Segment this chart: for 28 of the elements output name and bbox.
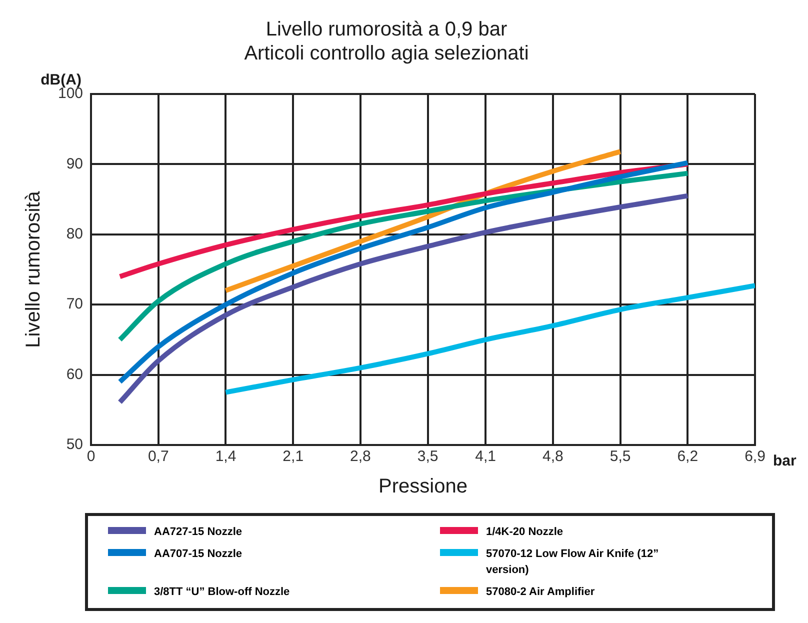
x-tick-label: 0,7 [148,448,169,466]
legend-label: 1/4K-20 Nozzle [486,525,564,540]
y-tick-label: 90 [66,155,84,172]
x-tick-label: 0 [86,448,96,466]
text: bar [773,452,797,470]
legend-label: AA707-15 Nozzle [154,547,242,562]
x-tick-label: 2,8 [350,448,371,466]
x-tick-label: 5,5 [610,448,631,466]
x-tick-label: 6,2 [677,448,698,466]
legend-label: 3/8TT “U” Blow-off Nozzle [154,585,290,600]
x-tick-label: 2,1 [282,448,304,466]
chart-subtitle: Articoli controllo agia selezionati [244,42,529,65]
x-tick-label: 1,4 [215,448,236,466]
y-tick-label: 50 [66,436,84,454]
legend-label: AA727-15 Nozzle [154,525,242,540]
x-tick-label: 4,1 [475,448,496,466]
y-tick-label: 80 [66,226,84,243]
text: dB(A) [40,72,82,89]
x-axis-title: Pressione [378,476,468,498]
y-tick-label: 70 [66,296,84,313]
x-tick-label: 6,9 [744,448,766,466]
legend-label: 57070-12 Low Flow Air Knife (12” version) [486,547,660,578]
y-axis-title: Livello rumorosità [22,190,45,348]
x-tick-label: 3,5 [417,448,438,466]
x-tick-label: 4,8 [542,448,564,466]
legend-label: 57080-2 Air Amplifier [486,585,595,600]
chart-title: Livello rumorosità a 0,9 bar [266,18,508,41]
y-tick-label: 60 [66,366,84,383]
